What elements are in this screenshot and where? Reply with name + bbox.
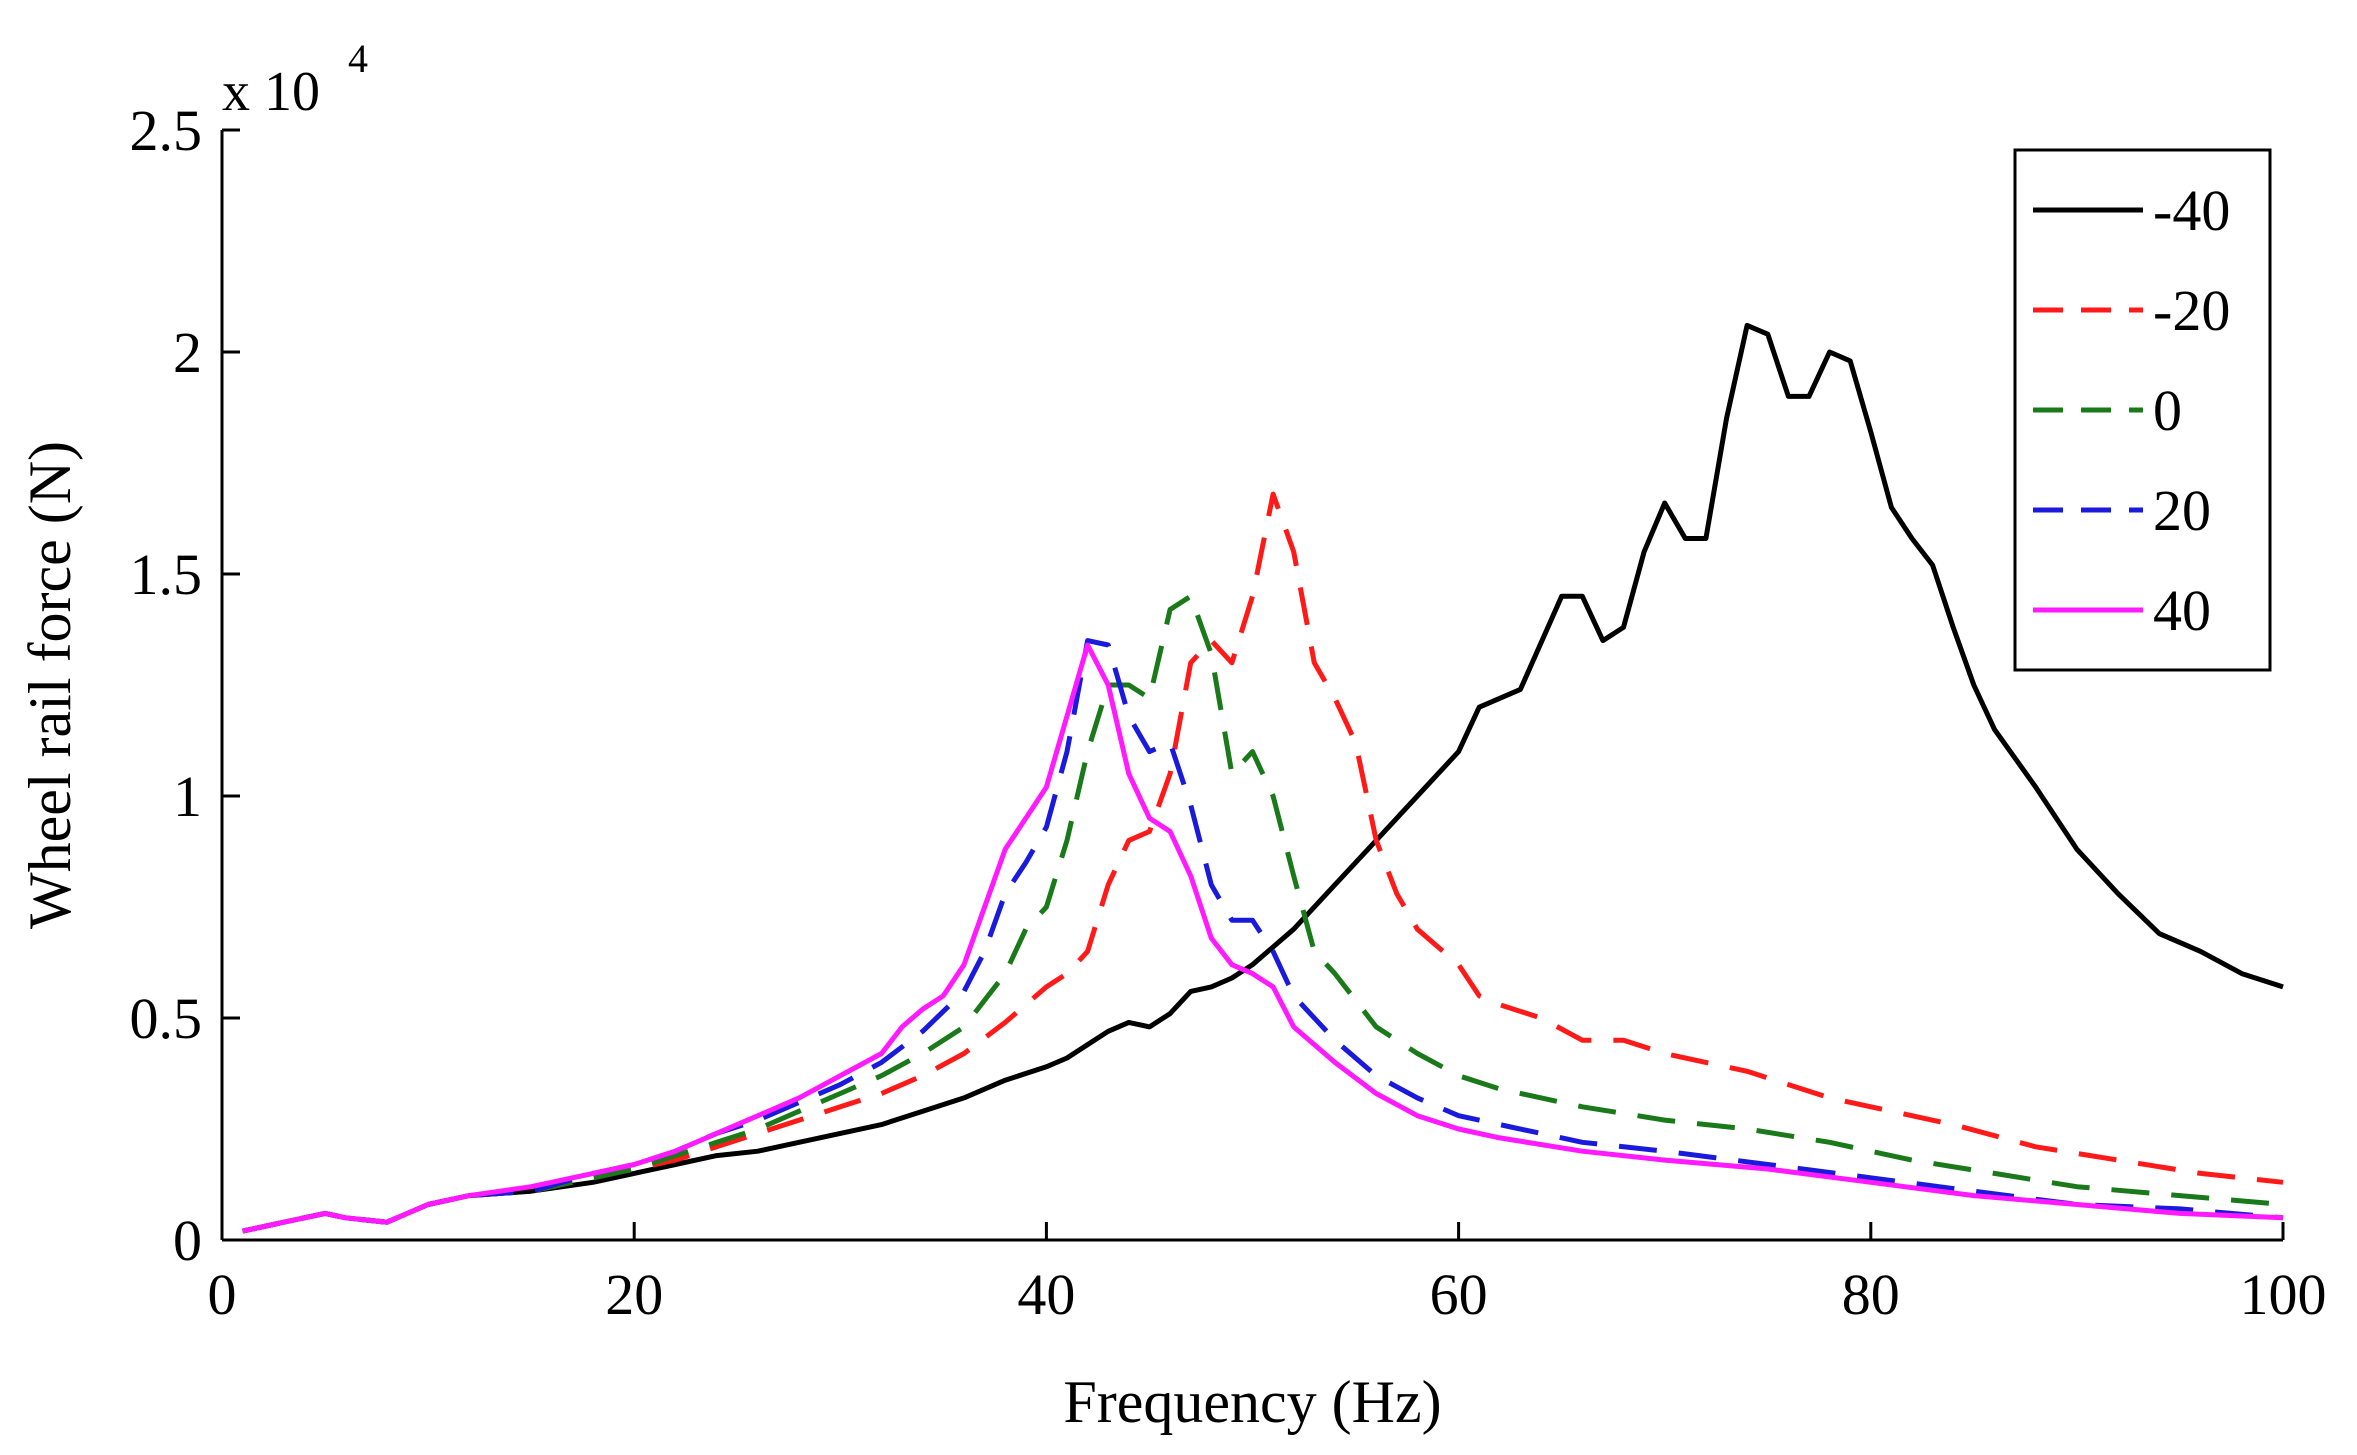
y-tick-label: 1 [173, 764, 202, 829]
legend-label: 0 [2153, 378, 2182, 443]
legend-items: -40 -20 0 20 40 [2033, 178, 2230, 643]
x-axis-ticks: 0 20 40 60 80 100 [208, 1222, 2327, 1327]
legend-label: -40 [2153, 178, 2230, 243]
x-tick-label: 40 [1017, 1262, 1075, 1327]
series-line-1 [242, 491, 2284, 1234]
legend-item: 0 [2033, 378, 2182, 443]
series-lines [242, 322, 2284, 1234]
y-axis-exponent-label: x 10 [222, 61, 320, 123]
y-axis-ticks: 0 0.5 1 1.5 2 2.5 [130, 98, 240, 1273]
y-tick-label: 1.5 [130, 542, 203, 607]
x-tick-label: 60 [1430, 1262, 1488, 1327]
x-tick-label: 80 [1842, 1262, 1900, 1327]
legend-item: -20 [2033, 278, 2230, 343]
legend-item: 40 [2033, 578, 2211, 643]
y-axis-exponent-power: 4 [348, 36, 368, 81]
legend: -40 -20 0 20 40 [2013, 148, 2272, 672]
series-line-3 [242, 638, 2284, 1234]
x-tick-label: 100 [2240, 1262, 2327, 1327]
legend-label: -20 [2153, 278, 2230, 343]
y-tick-label: 0 [173, 1208, 202, 1273]
plot-area: 0 20 40 60 80 100 0 0.5 1 1.5 2 2.5 [130, 98, 2327, 1327]
legend-label: 40 [2153, 578, 2211, 643]
series-line-0 [242, 322, 2284, 1234]
x-tick-label: 20 [605, 1262, 663, 1327]
x-axis-title: Frequency (Hz) [1063, 1369, 1441, 1435]
x-tick-label: 0 [208, 1262, 237, 1327]
y-axis-title: Wheel rail force (N) [17, 441, 83, 929]
series-line-4 [242, 642, 2284, 1234]
y-tick-label: 2.5 [130, 98, 203, 163]
legend-label: 20 [2153, 478, 2211, 543]
y-tick-label: 0.5 [130, 986, 203, 1051]
legend-item: -40 [2033, 178, 2230, 243]
legend-item: 20 [2033, 478, 2211, 543]
y-tick-label: 2 [173, 320, 202, 385]
